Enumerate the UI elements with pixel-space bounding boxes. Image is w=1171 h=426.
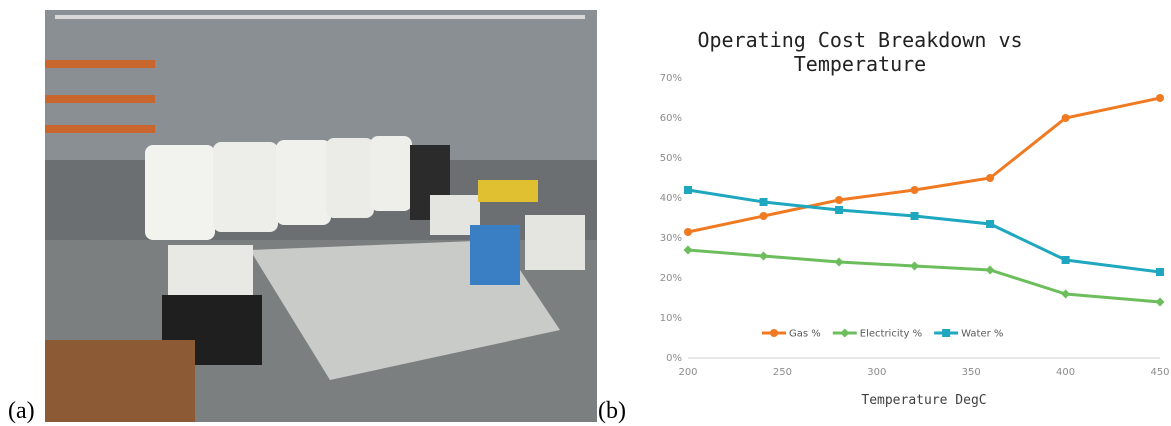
marker — [986, 266, 995, 275]
y-tick-label: 40% — [660, 193, 682, 204]
y-tick-label: 30% — [660, 233, 682, 244]
chart-title: Operating Cost Breakdown vs Temperature — [680, 28, 1040, 76]
marker — [986, 174, 994, 182]
marker — [684, 228, 692, 236]
panel-label: (b) — [598, 398, 626, 424]
marker — [910, 262, 919, 271]
y-tick-label: 20% — [660, 273, 682, 284]
marker — [760, 212, 768, 220]
x-tick-label: 400 — [1056, 367, 1075, 378]
marker — [840, 329, 849, 338]
marker — [1156, 298, 1165, 307]
marker — [1062, 114, 1070, 122]
marker — [684, 246, 693, 255]
legend-label: Gas % — [789, 329, 821, 340]
x-tick-label: 200 — [678, 367, 697, 378]
marker — [942, 329, 950, 337]
series-line — [688, 190, 1160, 272]
x-tick-label: 300 — [867, 367, 886, 378]
legend-label: Electricity % — [860, 329, 922, 340]
series-line — [688, 98, 1160, 232]
y-tick-label: 50% — [660, 153, 682, 164]
y-tick-label: 10% — [660, 313, 682, 324]
y-tick-label: 0% — [666, 353, 682, 364]
marker — [770, 329, 778, 337]
x-axis-label: Temperature DegC — [861, 393, 986, 408]
figure: (a) (b) Temperature DegC 0% 10% 20% 30% 40% 5… — [0, 0, 1171, 426]
marker — [759, 252, 768, 261]
y-tick-label: 70% — [660, 73, 682, 84]
x-tick-label: 250 — [773, 367, 792, 378]
series-line — [688, 250, 1160, 302]
y-tick-label: 60% — [660, 113, 682, 124]
marker — [835, 206, 843, 214]
marker — [1156, 94, 1164, 102]
legend-label: Water % — [961, 329, 1003, 340]
marker — [1156, 268, 1164, 276]
marker — [1062, 256, 1070, 264]
marker — [1061, 290, 1070, 299]
marker — [760, 198, 768, 206]
marker — [911, 212, 919, 220]
panel-label: (a) — [8, 398, 35, 424]
x-tick-label: 450 — [1150, 367, 1169, 378]
marker — [835, 258, 844, 267]
marker — [986, 220, 994, 228]
photo — [45, 10, 597, 422]
marker — [684, 186, 692, 194]
marker — [835, 196, 843, 204]
x-tick-label: 350 — [962, 367, 981, 378]
marker — [911, 186, 919, 194]
